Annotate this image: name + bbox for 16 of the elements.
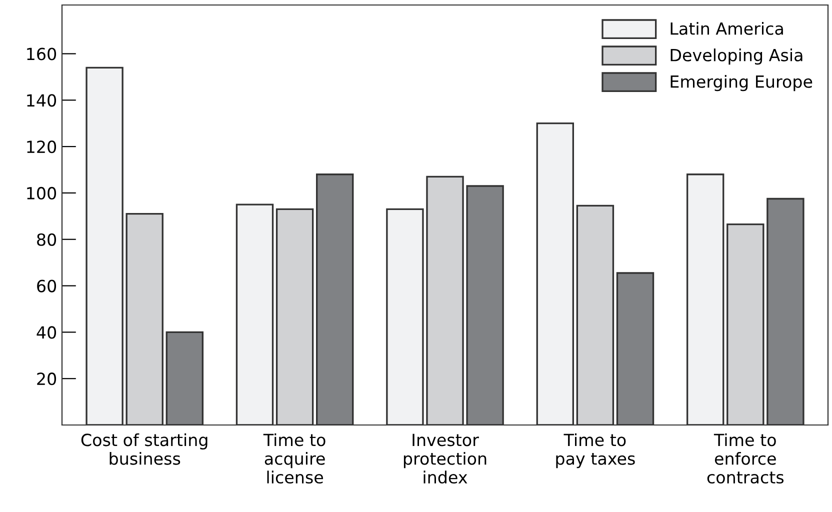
y-tick-label: 40: [36, 326, 56, 339]
legend-label: Emerging Europe: [670, 75, 812, 92]
legend-label: Developing Asia: [670, 48, 802, 65]
y-tick-label: 60: [37, 280, 56, 292]
y-tick-label: 120: [27, 140, 56, 154]
x-tick-label: Investor protection index: [404, 434, 486, 484]
x-tick-label: Time to enforce contracts: [707, 433, 784, 484]
x-tick-label: Time to pay taxes: [556, 433, 635, 468]
y-tick-label: 20: [37, 372, 56, 386]
y-tick-label: 100: [27, 186, 56, 200]
y-tick-label: 160: [27, 48, 56, 60]
legend-label: Latin America: [670, 22, 783, 35]
y-tick-label: 80: [37, 233, 56, 246]
x-tick-label: Time to acquire license: [263, 433, 326, 484]
x-tick-label: Cost of starting business: [81, 433, 208, 465]
y-tick-label: 140: [27, 94, 56, 107]
